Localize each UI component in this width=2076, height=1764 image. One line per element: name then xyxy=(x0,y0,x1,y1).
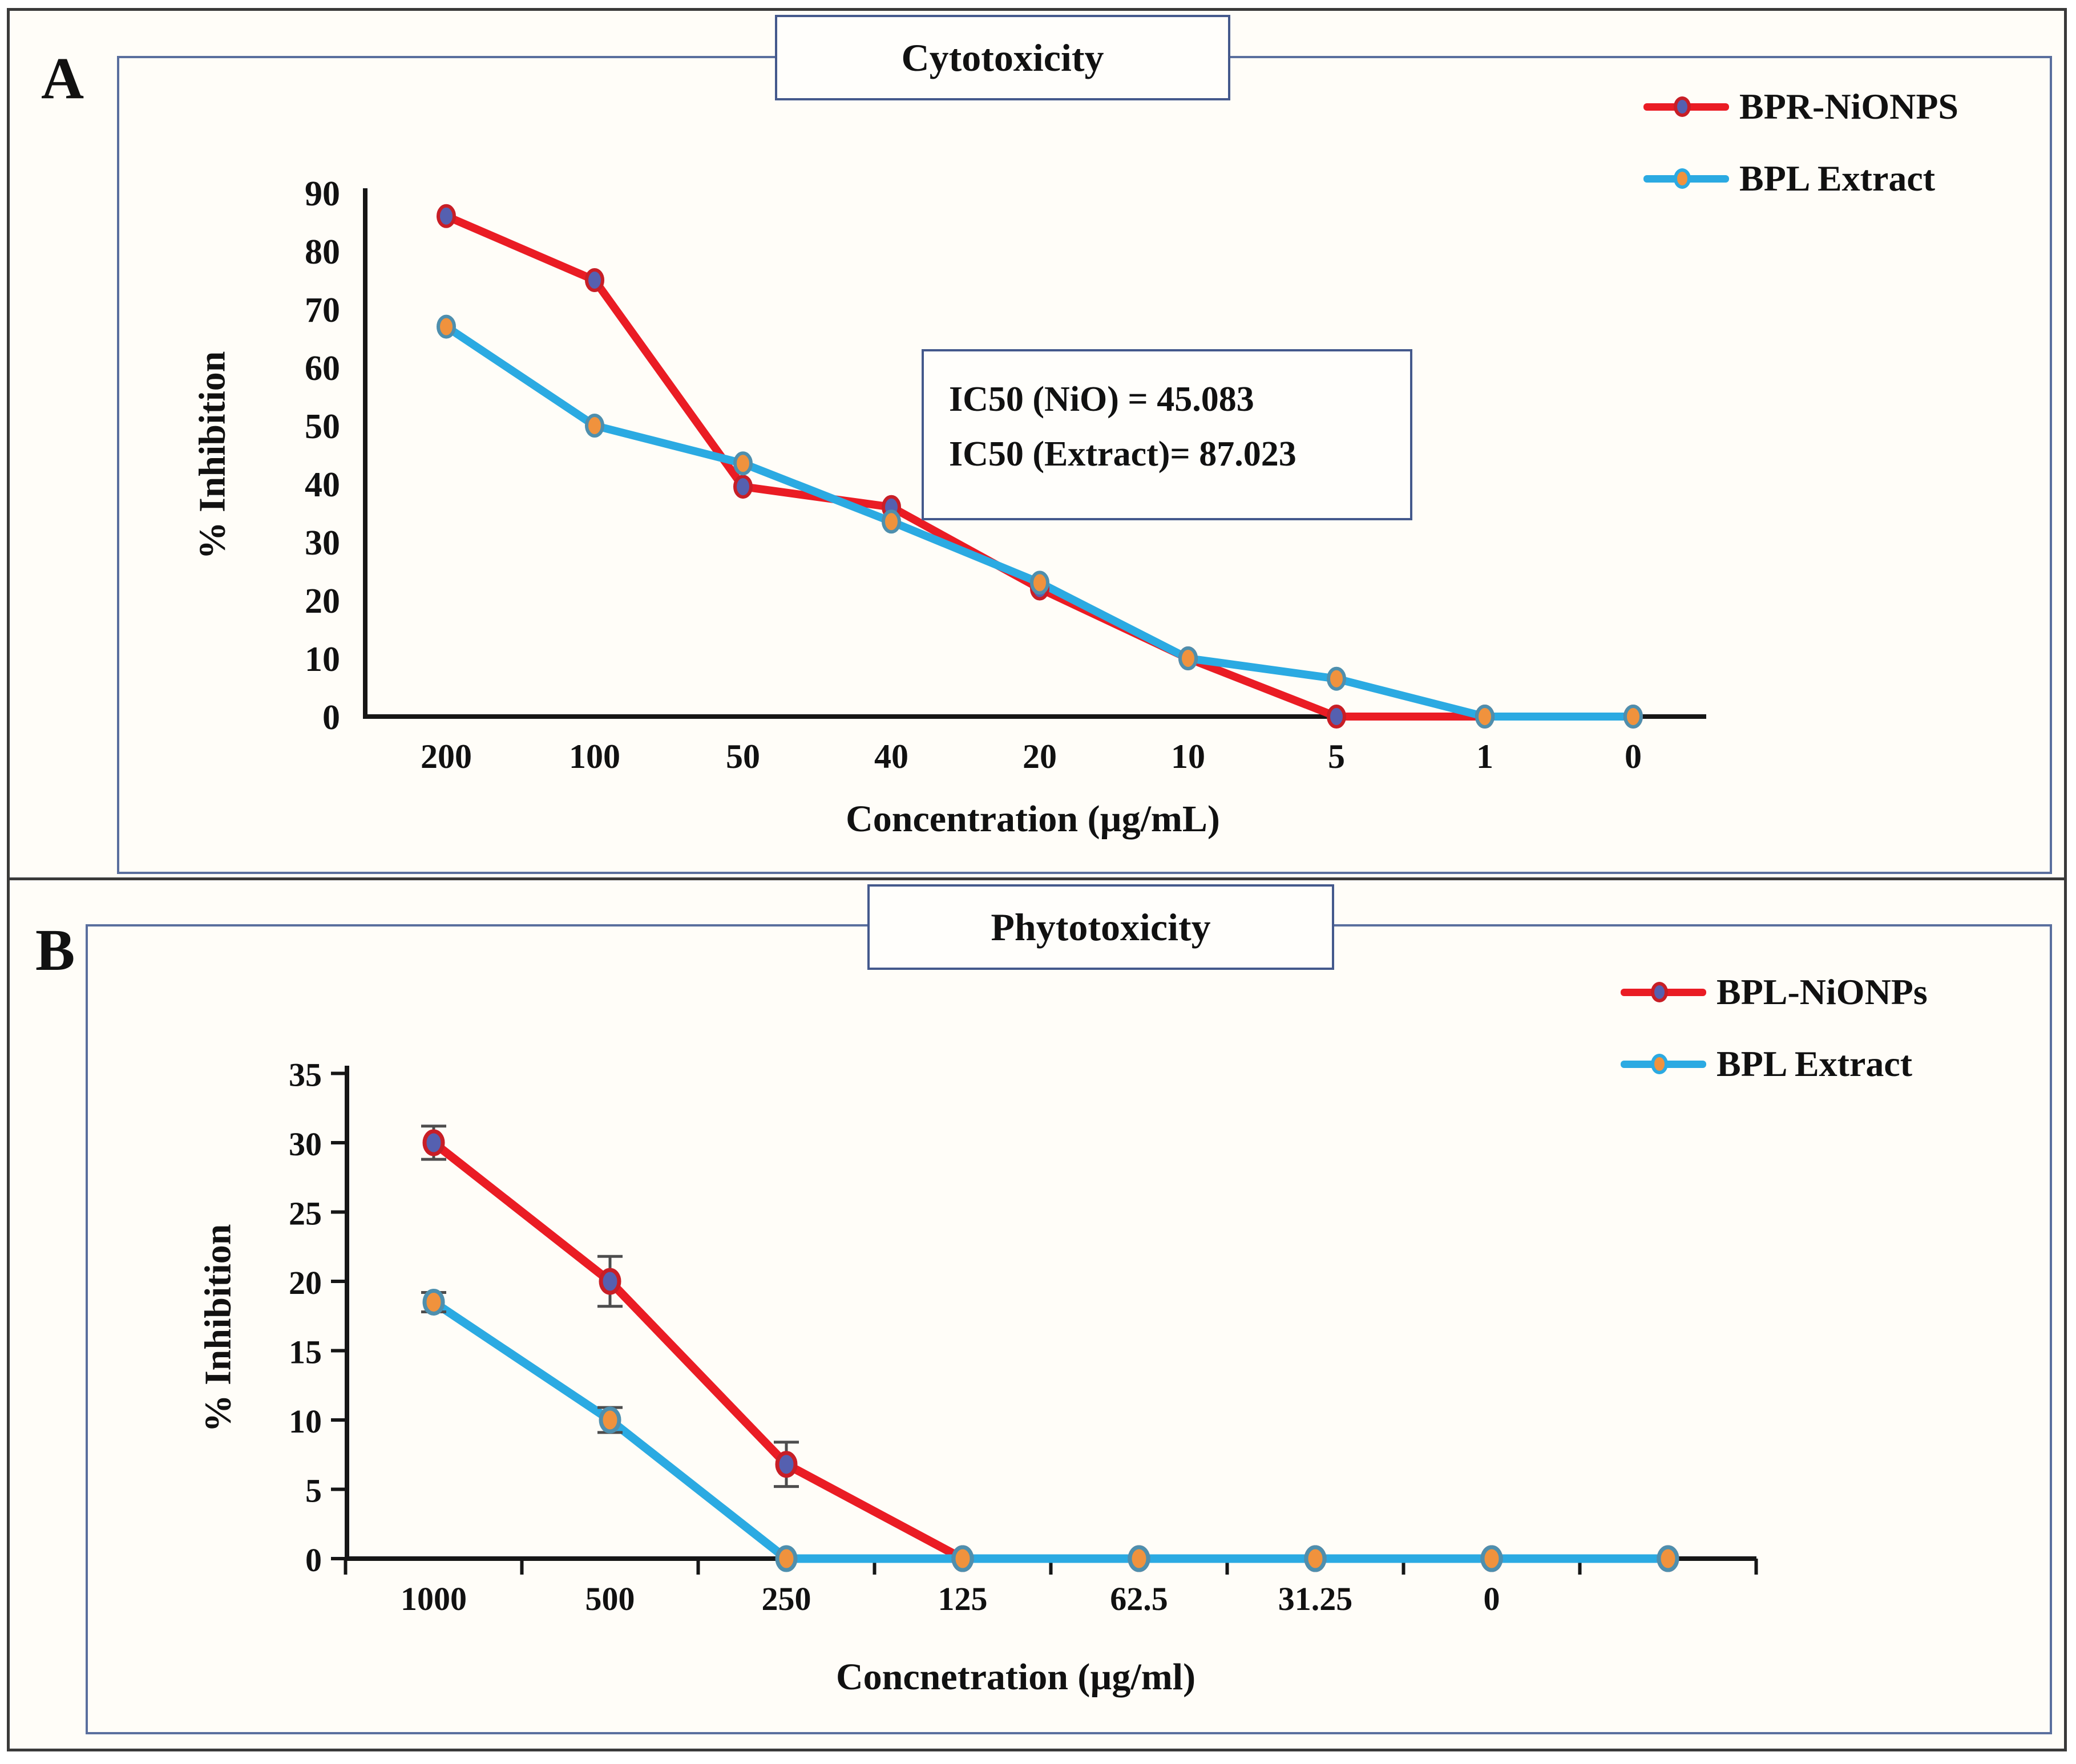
svg-text:0: 0 xyxy=(1625,738,1642,775)
svg-text:1: 1 xyxy=(1476,738,1493,775)
legend-item-b-0: BPL-NiONPs xyxy=(1621,971,1928,1013)
legend-item-b-1: BPL Extract xyxy=(1621,1043,1928,1085)
svg-text:50: 50 xyxy=(305,407,340,446)
panel-a-label: A xyxy=(41,46,84,111)
chart-a-title: Cytotoxicity xyxy=(901,35,1104,79)
svg-text:62.5: 62.5 xyxy=(1110,1580,1168,1617)
svg-text:50: 50 xyxy=(726,738,760,775)
legend-item-a-0: BPR-NiONPS xyxy=(1643,86,1958,128)
chart-b-title: Phytotoxicity xyxy=(991,905,1211,949)
svg-text:90: 90 xyxy=(305,175,340,213)
svg-text:125: 125 xyxy=(938,1580,988,1617)
svg-text:20: 20 xyxy=(1023,738,1057,775)
chart-b-plot: 0 5 10 15 20 25 30 35 1000 500 250 125 62.5 31.25 0 xyxy=(289,1057,1758,1617)
legend-b: BPL-NiONPs BPL Extract xyxy=(1621,971,1928,1115)
svg-text:10: 10 xyxy=(289,1403,322,1440)
legend-b-0-sample xyxy=(1621,981,1706,1004)
chart-a-x-axis-title: Concentration (µg/mL) xyxy=(846,798,1220,840)
panel-divider xyxy=(7,877,2067,880)
legend-b-1-sample xyxy=(1621,1053,1706,1075)
ic50-nio-value: IC50 (NiO) = 45.083 xyxy=(949,380,1254,419)
chart-b-title-box: Phytotoxicity xyxy=(867,884,1334,970)
svg-text:1000: 1000 xyxy=(401,1580,467,1617)
legend-a-0-label: BPR-NiONPS xyxy=(1739,86,1958,127)
chart-b-y-axis-title: % Inhibition xyxy=(197,1224,239,1433)
svg-text:35: 35 xyxy=(289,1057,322,1094)
svg-text:5: 5 xyxy=(1328,738,1345,775)
svg-text:25: 25 xyxy=(289,1195,322,1232)
legend-b-0-marker-icon xyxy=(1651,982,1668,1002)
legend-a-1-sample xyxy=(1643,167,1729,190)
svg-text:20: 20 xyxy=(289,1264,322,1301)
chart-a-title-box: Cytotoxicity xyxy=(775,15,1230,100)
svg-text:40: 40 xyxy=(874,738,908,775)
svg-text:31.25: 31.25 xyxy=(1278,1580,1353,1617)
svg-text:10: 10 xyxy=(305,640,340,679)
panel-b-label: B xyxy=(35,917,75,983)
svg-text:250: 250 xyxy=(762,1580,811,1617)
svg-text:80: 80 xyxy=(305,233,340,272)
svg-text:20: 20 xyxy=(305,582,340,621)
legend-a-0-marker-icon xyxy=(1674,96,1691,117)
legend-a: BPR-NiONPS BPL Extract xyxy=(1643,86,1958,229)
svg-text:10: 10 xyxy=(1171,738,1205,775)
svg-text:40: 40 xyxy=(305,466,340,504)
legend-a-1-label: BPL Extract xyxy=(1739,158,1936,199)
legend-b-0-label: BPL-NiONPs xyxy=(1716,972,1928,1012)
chart-a-y-axis-title: % Inhibition xyxy=(191,351,233,560)
svg-text:60: 60 xyxy=(305,349,340,388)
svg-text:0: 0 xyxy=(1484,1580,1500,1617)
svg-text:0: 0 xyxy=(322,698,340,737)
legend-b-1-marker-icon xyxy=(1651,1054,1668,1074)
svg-text:100: 100 xyxy=(569,738,620,775)
svg-text:200: 200 xyxy=(421,738,472,775)
svg-text:70: 70 xyxy=(305,291,340,330)
svg-text:5: 5 xyxy=(305,1472,322,1510)
chart-b-x-axis-title: Concnetration (µg/ml) xyxy=(835,1656,1196,1698)
ic50-annotation-box: IC50 (NiO) = 45.083 IC50 (Extract)= 87.0… xyxy=(922,349,1412,520)
svg-text:15: 15 xyxy=(289,1334,322,1371)
legend-item-a-1: BPL Extract xyxy=(1643,157,1958,200)
svg-text:30: 30 xyxy=(289,1126,322,1163)
ic50-extract-value: IC50 (Extract)= 87.023 xyxy=(949,435,1297,474)
legend-b-1-label: BPL Extract xyxy=(1716,1043,1913,1084)
legend-a-1-marker-icon xyxy=(1674,168,1691,189)
legend-a-0-sample xyxy=(1643,95,1729,118)
svg-text:0: 0 xyxy=(305,1542,322,1579)
svg-text:500: 500 xyxy=(585,1580,635,1617)
svg-text:30: 30 xyxy=(305,524,340,563)
